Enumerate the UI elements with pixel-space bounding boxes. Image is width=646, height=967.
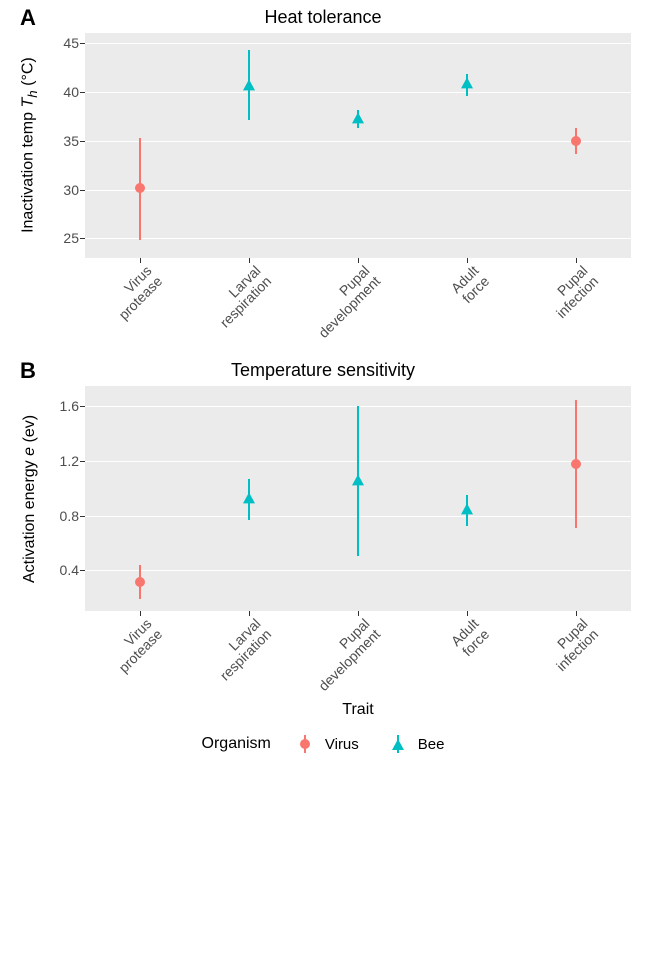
point-marker-triangle [461, 503, 473, 514]
panel-a-label: A [20, 5, 36, 31]
x-tick-label: Pupalinfection [544, 616, 603, 675]
panel-a-xticks: Virusprotease Larvalrespiration Pupaldevel… [85, 258, 631, 348]
panel-b-title: Temperature sensitivity [15, 358, 631, 381]
y-tick-label: 45 [63, 35, 79, 51]
gridline [85, 570, 631, 571]
y-tick-label: 25 [63, 230, 79, 246]
legend-item: Virus [291, 734, 359, 754]
x-tick-label: Larvalrespiration [207, 263, 275, 331]
point-marker-circle [571, 459, 581, 469]
y-tick-label: 30 [63, 182, 79, 198]
x-tick-label: Virusprotease [105, 616, 165, 676]
y-tick-label: 0.4 [60, 562, 79, 578]
point-marker-triangle [461, 77, 473, 88]
x-tick-label: Adultforce [449, 263, 493, 307]
y-tick-label: 1.6 [60, 398, 79, 414]
panel-b-ylabel: Activation energy e (ev) [15, 386, 45, 611]
gridline [85, 141, 631, 142]
point-marker-triangle [352, 475, 364, 486]
figure-container: A Heat tolerance Inactivation temp Th (°… [0, 0, 646, 774]
panel-a-ylabel: Inactivation temp Th (°C) [15, 33, 45, 258]
panel-a-plot-row: Inactivation temp Th (°C) 25 30 35 40 45 [15, 33, 631, 258]
panel-b-xticks: Virusprotease Larvalrespiration Pupaldevel… [85, 611, 631, 701]
legend-swatch [291, 734, 319, 754]
point-marker-circle [571, 136, 581, 146]
legend-label: Bee [418, 736, 445, 753]
x-tick-mark [576, 611, 577, 616]
y-tick-label: 1.2 [60, 453, 79, 469]
x-tick-label: Adultforce [449, 616, 493, 660]
panel-b-ylabel-text: Activation energy e (ev) [21, 414, 39, 582]
panel-b-yticks: 0.4 0.8 1.2 1.6 [45, 386, 85, 611]
legend: Organism Virus Bee [15, 734, 631, 764]
legend-marker-circle [300, 739, 310, 749]
x-tick-mark [467, 611, 468, 616]
x-tick-mark [358, 611, 359, 616]
legend-marker-triangle [392, 739, 404, 750]
point-marker-triangle [352, 112, 364, 123]
x-tick-mark [576, 258, 577, 263]
x-tick-mark [140, 258, 141, 263]
x-tick-label: Pupaldevelopment [305, 616, 383, 694]
point-marker-triangle [243, 493, 255, 504]
panel-b-label: B [20, 358, 36, 384]
x-tick-label: Pupaldevelopment [305, 263, 383, 341]
x-tick-label: Larvalrespiration [207, 616, 275, 684]
point-marker-triangle [243, 79, 255, 90]
x-tick-label: Pupalinfection [544, 263, 603, 322]
y-tick-label: 40 [63, 84, 79, 100]
x-tick-mark [249, 611, 250, 616]
x-tick-mark [249, 258, 250, 263]
panel-a-title: Heat tolerance [15, 5, 631, 28]
x-axis-label: Trait [85, 701, 631, 719]
gridline [85, 238, 631, 239]
gridline [85, 43, 631, 44]
x-tick-label: Virusprotease [105, 263, 165, 323]
x-tick-mark [140, 611, 141, 616]
legend-title: Organism [202, 735, 271, 753]
gridline [85, 92, 631, 93]
panel-a-yticks: 25 30 35 40 45 [45, 33, 85, 258]
panel-a-ylabel-text: Inactivation temp Th (°C) [20, 58, 40, 234]
panel-b: B Temperature sensitivity Activation ene… [15, 358, 631, 719]
panel-b-plot-area [85, 386, 631, 611]
gridline [85, 190, 631, 191]
legend-item: Bee [384, 734, 445, 754]
panel-b-plot-row: Activation energy e (ev) 0.4 0.8 1.2 1.6 [15, 386, 631, 611]
point-marker-circle [135, 183, 145, 193]
legend-items: Virus Bee [291, 734, 445, 754]
panel-a-plot-area [85, 33, 631, 258]
y-tick-label: 0.8 [60, 508, 79, 524]
legend-swatch [384, 734, 412, 754]
legend-label: Virus [325, 736, 359, 753]
point-marker-circle [135, 577, 145, 587]
y-tick-label: 35 [63, 133, 79, 149]
x-tick-mark [358, 258, 359, 263]
panel-a: A Heat tolerance Inactivation temp Th (°… [15, 5, 631, 348]
x-tick-mark [467, 258, 468, 263]
